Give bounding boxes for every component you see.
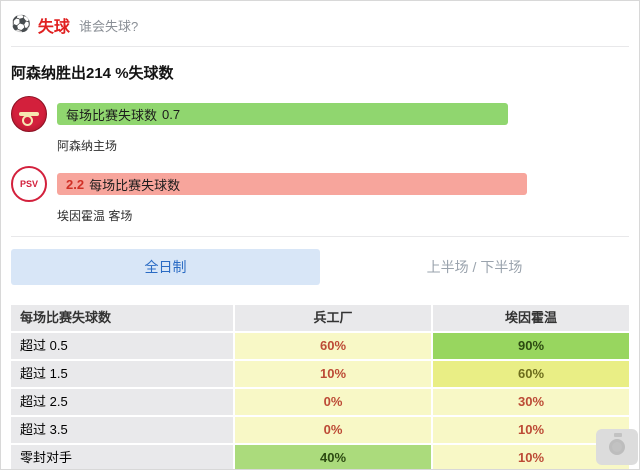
page-title: 失球 xyxy=(37,19,70,36)
cell-psv-over-2-5: 30% xyxy=(433,389,629,415)
home-conceded-bar: 每场比赛失球数 0.7 xyxy=(57,103,509,125)
camera-lens-icon xyxy=(609,433,625,455)
table-header-metric: 每场比赛失球数 xyxy=(11,305,233,331)
tab-first-second-half[interactable]: 上半场 / 下半场 xyxy=(320,249,629,285)
row-label-clean-sheet: 零封对手 xyxy=(11,445,233,469)
page-subtitle: 谁会失球? xyxy=(78,18,139,34)
home-bar-label: 每场比赛失球数 xyxy=(66,107,158,123)
psv-logo: PSV xyxy=(11,166,47,202)
row-label-over-1-5: 超过 1.5 xyxy=(11,361,233,387)
arsenal-logo xyxy=(11,96,47,132)
table-header-psv: 埃因霍温 xyxy=(433,305,629,331)
cell-psv-over-0-5: 90% xyxy=(433,333,629,359)
cell-arsenal-over-2-5: 0% xyxy=(235,389,431,415)
conceded-stats-table: 每场比赛失球数 兵工厂 埃因霍温 超过 0.5 60% 90% 超过 1.5 1… xyxy=(11,305,629,469)
away-bar-caption: 埃因霍温 客场 xyxy=(57,209,133,223)
cell-psv-over-1-5: 60% xyxy=(433,361,629,387)
watermark-camera-icon xyxy=(596,429,638,465)
away-conceded-bar: 2.2 每场比赛失球数 xyxy=(57,173,527,195)
row-label-over-3-5: 超过 3.5 xyxy=(11,417,233,443)
away-team-bar-group: PSV 2.2 每场比赛失球数 埃因霍温 客场 xyxy=(11,166,629,224)
section-divider xyxy=(11,236,629,237)
cannon-icon xyxy=(19,112,39,126)
away-bar-label: 每场比赛失球数 xyxy=(89,177,181,193)
headline: 阿森纳胜出214 %失球数 xyxy=(11,65,174,82)
tab-full-time[interactable]: 全日制 xyxy=(11,249,320,285)
cell-psv-over-3-5: 10% xyxy=(433,417,629,443)
cell-arsenal-over-0-5: 60% xyxy=(235,333,431,359)
cell-arsenal-clean-sheet: 40% xyxy=(235,445,431,469)
home-bar-value: 0.7 xyxy=(162,106,181,122)
header-divider xyxy=(11,46,629,47)
row-label-over-2-5: 超过 2.5 xyxy=(11,389,233,415)
table-header-arsenal: 兵工厂 xyxy=(235,305,431,331)
header: ⚽ 失球 谁会失球? xyxy=(11,9,629,46)
cell-arsenal-over-3-5: 0% xyxy=(235,417,431,443)
home-bar-caption: 阿森纳主场 xyxy=(57,139,118,153)
period-tabs: 全日制 上半场 / 下半场 xyxy=(11,249,629,285)
row-label-over-0-5: 超过 0.5 xyxy=(11,333,233,359)
cell-arsenal-over-1-5: 10% xyxy=(235,361,431,387)
away-bar-value: 2.2 xyxy=(66,176,85,192)
soccer-ball-icon: ⚽ xyxy=(11,16,31,33)
home-team-bar-group: 每场比赛失球数 0.7 阿森纳主场 xyxy=(11,96,629,154)
